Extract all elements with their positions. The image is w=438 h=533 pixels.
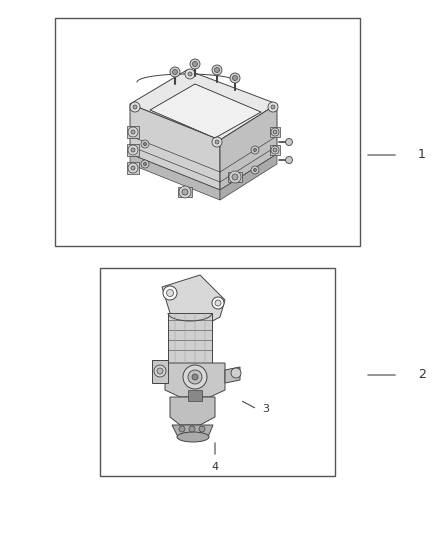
Circle shape (273, 130, 277, 134)
Circle shape (173, 69, 177, 75)
Circle shape (215, 140, 219, 144)
Polygon shape (178, 187, 192, 197)
Circle shape (251, 166, 259, 174)
Circle shape (192, 61, 198, 67)
Text: 4: 4 (212, 462, 219, 472)
Polygon shape (162, 275, 225, 325)
Circle shape (215, 300, 221, 306)
Polygon shape (127, 162, 139, 174)
Circle shape (131, 148, 135, 152)
Bar (100, 268, 335, 476)
Circle shape (170, 67, 180, 77)
Polygon shape (220, 104, 277, 190)
Circle shape (188, 72, 192, 76)
Polygon shape (188, 390, 202, 401)
Circle shape (231, 368, 241, 378)
Circle shape (254, 149, 257, 151)
Circle shape (212, 297, 224, 309)
Circle shape (192, 374, 198, 380)
Circle shape (273, 148, 277, 152)
Circle shape (141, 140, 149, 148)
Polygon shape (130, 70, 277, 140)
Circle shape (271, 146, 279, 154)
Circle shape (229, 171, 241, 183)
Circle shape (251, 146, 259, 154)
Circle shape (190, 59, 200, 69)
Circle shape (128, 145, 138, 155)
Polygon shape (168, 313, 212, 363)
Circle shape (154, 365, 166, 377)
Polygon shape (130, 104, 220, 190)
Circle shape (179, 186, 191, 198)
Circle shape (268, 102, 278, 112)
Polygon shape (270, 145, 280, 155)
Polygon shape (270, 127, 280, 137)
Circle shape (212, 137, 222, 147)
Polygon shape (150, 84, 261, 138)
Circle shape (189, 426, 195, 432)
Circle shape (271, 105, 275, 109)
Polygon shape (152, 360, 168, 383)
Circle shape (254, 168, 257, 172)
Circle shape (179, 426, 185, 432)
Circle shape (133, 105, 137, 109)
Circle shape (128, 127, 138, 137)
Text: 1: 1 (418, 149, 426, 161)
Circle shape (185, 69, 195, 79)
Circle shape (199, 426, 205, 432)
Circle shape (131, 130, 135, 134)
Circle shape (183, 365, 207, 389)
Circle shape (157, 368, 163, 374)
Circle shape (166, 289, 173, 296)
Circle shape (215, 68, 219, 72)
Circle shape (128, 163, 138, 173)
Circle shape (188, 370, 202, 384)
Polygon shape (130, 154, 220, 200)
Text: 3: 3 (262, 404, 269, 414)
Circle shape (271, 128, 279, 136)
Circle shape (232, 174, 238, 180)
Circle shape (286, 139, 293, 146)
Polygon shape (172, 425, 213, 437)
Circle shape (130, 102, 140, 112)
Ellipse shape (177, 432, 209, 442)
Polygon shape (228, 172, 242, 182)
Polygon shape (127, 126, 139, 138)
Polygon shape (170, 397, 215, 425)
Polygon shape (165, 363, 225, 397)
Circle shape (144, 142, 146, 146)
Circle shape (233, 76, 237, 80)
Circle shape (230, 73, 240, 83)
Bar (55, 18, 360, 246)
Circle shape (212, 65, 222, 75)
Circle shape (141, 160, 149, 168)
Circle shape (182, 189, 188, 195)
Circle shape (144, 163, 146, 166)
Text: 2: 2 (418, 368, 426, 382)
Polygon shape (220, 154, 277, 200)
Polygon shape (127, 144, 139, 156)
Polygon shape (225, 367, 240, 383)
Circle shape (163, 286, 177, 300)
Circle shape (286, 157, 293, 164)
Circle shape (131, 166, 135, 170)
